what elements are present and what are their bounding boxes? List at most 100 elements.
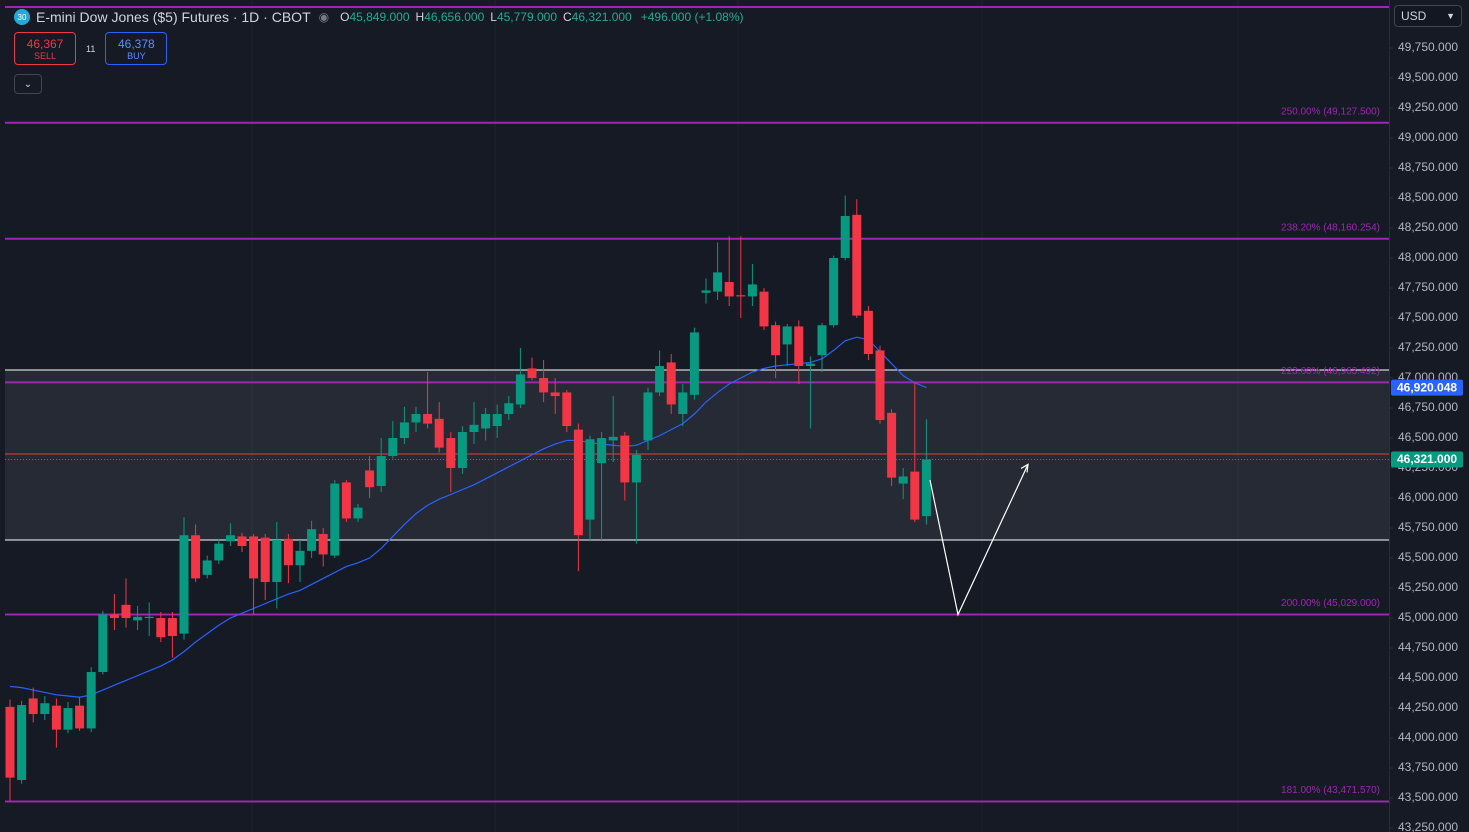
y-tick-label: 45,500.000	[1398, 550, 1458, 564]
candle-body	[701, 290, 711, 293]
change: +496.000 (+1.08%)	[640, 10, 744, 24]
y-tick-label: 43,750.000	[1398, 760, 1458, 774]
candle-body	[28, 698, 38, 715]
price-label-box	[1391, 379, 1463, 396]
candle-body	[562, 392, 572, 427]
candle-body	[307, 529, 317, 551]
candle-body	[260, 537, 270, 583]
eye-icon[interactable]: ◉	[318, 10, 330, 24]
candle-body	[86, 672, 96, 729]
y-tick-label: 44,500.000	[1398, 670, 1458, 684]
candle-body	[249, 536, 259, 579]
price-label: 46,920.048	[1397, 380, 1457, 394]
y-tick-label: 44,250.000	[1398, 700, 1458, 714]
y-tick-label: 48,750.000	[1398, 160, 1458, 174]
candle-body	[655, 366, 665, 393]
ohlc-key: H	[415, 10, 425, 24]
moving-average	[9, 336, 927, 698]
y-tick-label: 48,000.000	[1398, 250, 1458, 264]
candle-body	[17, 705, 27, 781]
trade-buttons: 46,367 SELL 11 46,378 BUY	[14, 32, 168, 65]
fib-label: 250.00% (49,127.500)	[1281, 106, 1380, 117]
ohlc-value: 45,849.000	[349, 10, 410, 24]
candle-body	[910, 471, 920, 520]
candle-body	[678, 392, 688, 415]
candle-body	[365, 470, 375, 488]
fib-label: 181.00% (43,471.570)	[1281, 785, 1380, 796]
chart-title: E-mini Dow Jones ($5) Futures · 1D · CBO…	[36, 9, 311, 25]
collapse-button[interactable]: ⌄	[14, 74, 42, 94]
candle-body	[283, 538, 293, 566]
price-label: 46,321.000	[1397, 452, 1457, 466]
sell-price: 46,367	[26, 36, 64, 51]
candle-body	[736, 295, 746, 297]
sell-button[interactable]: 46,367 SELL	[14, 32, 76, 65]
price-label-box	[1391, 451, 1463, 468]
candle-body	[295, 550, 305, 566]
candle-body	[921, 459, 931, 517]
candle-body	[446, 438, 456, 469]
y-tick-label: 49,250.000	[1398, 100, 1458, 114]
currency-select[interactable]: USD ▼	[1394, 5, 1462, 27]
candle-body	[376, 456, 386, 487]
candle-body	[179, 535, 189, 634]
y-tick-label: 45,250.000	[1398, 580, 1458, 594]
candle-body	[434, 418, 444, 448]
candle-body	[144, 616, 154, 619]
y-tick-label: 44,000.000	[1398, 730, 1458, 744]
y-tick-label: 43,250.000	[1398, 820, 1458, 832]
candle-body	[399, 422, 409, 439]
y-tick-label: 45,750.000	[1398, 520, 1458, 534]
ohlc-key: O	[340, 10, 350, 24]
candle-body	[573, 429, 583, 536]
ohlc-value: 46,656.000	[424, 10, 485, 24]
candle-body	[5, 706, 15, 778]
candle-body	[631, 454, 641, 483]
candle-body	[237, 536, 247, 547]
y-tick-label: 46,750.000	[1398, 400, 1458, 414]
candle-body	[620, 435, 630, 483]
candle-body	[643, 392, 653, 441]
dropdown-icon: ▼	[1446, 11, 1455, 21]
currency: USD	[1401, 9, 1427, 23]
y-tick-label: 48,500.000	[1398, 190, 1458, 204]
candle-body	[75, 705, 85, 729]
candle-body	[121, 604, 131, 619]
header: 30 E-mini Dow Jones ($5) Futures · 1D · …	[14, 7, 743, 27]
candle-body	[353, 507, 363, 519]
candle-body	[202, 560, 212, 575]
y-tick-label: 45,000.000	[1398, 610, 1458, 624]
candle-body	[724, 282, 734, 297]
candle-body	[863, 310, 873, 355]
ohlc-value: 46,321.000	[571, 10, 632, 24]
y-tick-label: 47,250.000	[1398, 340, 1458, 354]
y-tick-label: 46,000.000	[1398, 490, 1458, 504]
ohlc-legend: O45,849.000 H46,656.000 L45,779.000 C46,321…	[340, 10, 638, 24]
candle-body	[713, 272, 723, 292]
candle-body	[759, 291, 769, 327]
candle-body	[515, 374, 525, 405]
buy-button[interactable]: 46,378 BUY	[105, 32, 168, 65]
candle-body	[63, 708, 73, 730]
y-tick-label: 44,750.000	[1398, 640, 1458, 654]
candle-body	[423, 414, 433, 424]
candle-body	[585, 439, 595, 520]
candle-body	[272, 540, 282, 583]
y-tick-label: 49,500.000	[1398, 70, 1458, 84]
candle-body	[747, 284, 757, 297]
candle-body	[829, 258, 839, 326]
candle-body	[411, 414, 421, 423]
spread: 11	[86, 43, 96, 54]
candle-body	[887, 412, 897, 478]
candle-body	[608, 436, 618, 441]
ohlc-value: 45,779.000	[496, 10, 557, 24]
ohlc-key: C	[563, 10, 572, 24]
y-tick-label: 43,500.000	[1398, 790, 1458, 804]
candle-body	[597, 438, 607, 464]
candle-body	[805, 363, 815, 367]
candle-body	[898, 476, 908, 484]
candle-body	[666, 362, 676, 405]
candle-body	[388, 438, 398, 457]
